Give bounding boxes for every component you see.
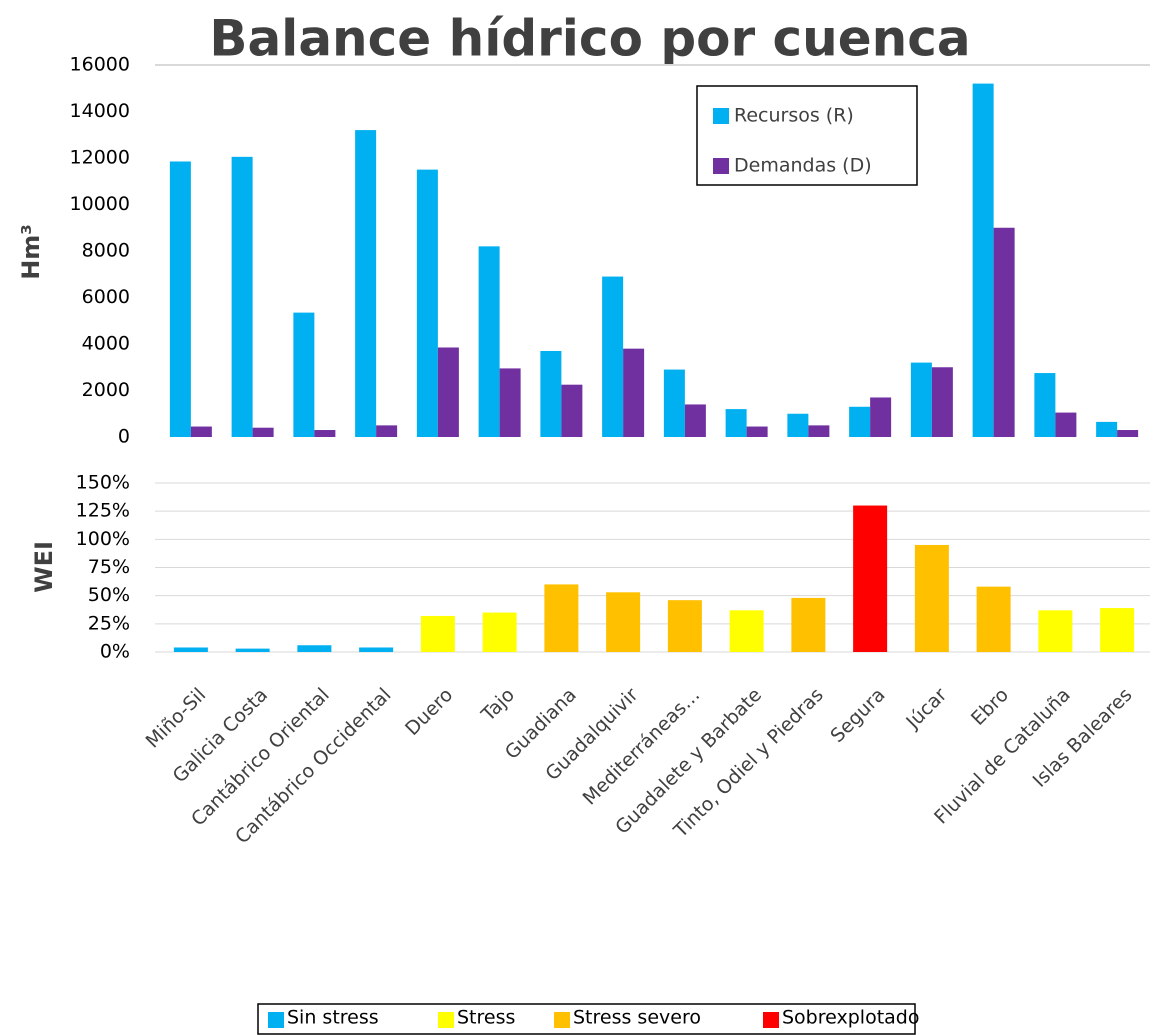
- y-tick-label: 25%: [88, 612, 130, 634]
- bar: [190, 426, 212, 437]
- legend-label: Stress severo: [573, 1007, 701, 1029]
- bar: [544, 584, 579, 652]
- y-axis-label: WEI: [30, 541, 58, 593]
- bar: [853, 505, 888, 652]
- y-tick-label: 4000: [82, 333, 130, 355]
- bar: [684, 404, 706, 437]
- legend-swatch: [268, 1012, 284, 1028]
- bar: [1096, 421, 1118, 437]
- bar: [1100, 608, 1135, 652]
- y-tick-label: 125%: [76, 500, 130, 522]
- y-tick-label: 10000: [70, 193, 130, 215]
- bar: [729, 610, 764, 652]
- y-tick-label: 0: [118, 426, 130, 448]
- bar: [972, 83, 994, 437]
- bar: [482, 612, 517, 652]
- y-tick-label: 150%: [76, 472, 130, 494]
- bar: [376, 425, 398, 437]
- bar: [910, 362, 932, 437]
- bar: [623, 348, 645, 437]
- legend-swatch: [554, 1012, 570, 1028]
- legend-box: [696, 85, 918, 186]
- x-tick-label: Duero: [401, 684, 457, 740]
- y-tick-label: 50%: [88, 584, 130, 606]
- bar: [667, 600, 702, 652]
- legend-label: Sobrexplotado: [782, 1007, 919, 1029]
- bar: [314, 430, 336, 437]
- bar: [746, 426, 768, 437]
- bar: [931, 367, 953, 437]
- legend-swatch: [713, 158, 729, 174]
- legend-label: Recursos (R): [734, 105, 854, 127]
- y-tick-label: 6000: [82, 286, 130, 308]
- bar: [1038, 610, 1073, 652]
- bar: [1034, 373, 1056, 437]
- bar: [1055, 412, 1077, 437]
- bar: [499, 368, 521, 437]
- bar: [976, 586, 1011, 652]
- bar: [914, 544, 949, 652]
- y-tick-label: 75%: [88, 556, 130, 578]
- bar: [725, 409, 747, 437]
- bar: [606, 592, 641, 652]
- bar: [173, 647, 208, 652]
- y-tick-label: 2000: [82, 379, 130, 401]
- bar: [849, 406, 871, 437]
- bar: [437, 347, 459, 437]
- bar: [231, 156, 253, 437]
- y-tick-label: 0%: [100, 641, 130, 663]
- bar: [169, 161, 191, 438]
- bar: [993, 227, 1015, 437]
- y-axis-label: Hm³: [17, 224, 45, 280]
- bar: [1117, 430, 1139, 437]
- y-tick-label: 8000: [82, 240, 130, 262]
- x-tick-label: Mediterráneas…: [579, 684, 705, 810]
- y-tick-label: 16000: [70, 54, 130, 76]
- bar: [663, 369, 685, 437]
- bar: [602, 276, 624, 437]
- legend-label: Sin stress: [287, 1007, 379, 1029]
- x-tick-label: Ebro: [967, 684, 1013, 730]
- legend-label: Stress: [457, 1007, 515, 1029]
- bar: [235, 648, 270, 652]
- legend-label: Demandas (D): [734, 155, 872, 177]
- y-tick-label: 12000: [70, 147, 130, 169]
- bar: [293, 312, 315, 437]
- chart-title: Balance hídrico por cuenca: [209, 10, 970, 68]
- y-tick-label: 14000: [70, 100, 130, 122]
- bar: [808, 425, 830, 437]
- bar: [355, 130, 377, 437]
- bar: [561, 384, 583, 437]
- x-tick-label: Segura: [826, 684, 889, 747]
- legend-swatch: [713, 108, 729, 124]
- bar: [416, 169, 438, 437]
- bar: [791, 597, 826, 652]
- x-tick-label: Tajo: [477, 684, 519, 726]
- bar: [540, 350, 562, 437]
- x-tick-label: Júcar: [901, 684, 951, 734]
- bar: [787, 413, 809, 437]
- legend-swatch: [763, 1012, 779, 1028]
- bar: [870, 397, 892, 437]
- y-tick-label: 100%: [76, 528, 130, 550]
- legend-swatch: [438, 1012, 454, 1028]
- bar: [252, 427, 274, 437]
- bar: [359, 647, 394, 652]
- legend-box: [257, 1003, 916, 1035]
- bar: [420, 615, 455, 652]
- bar: [478, 246, 500, 437]
- bar: [297, 645, 332, 652]
